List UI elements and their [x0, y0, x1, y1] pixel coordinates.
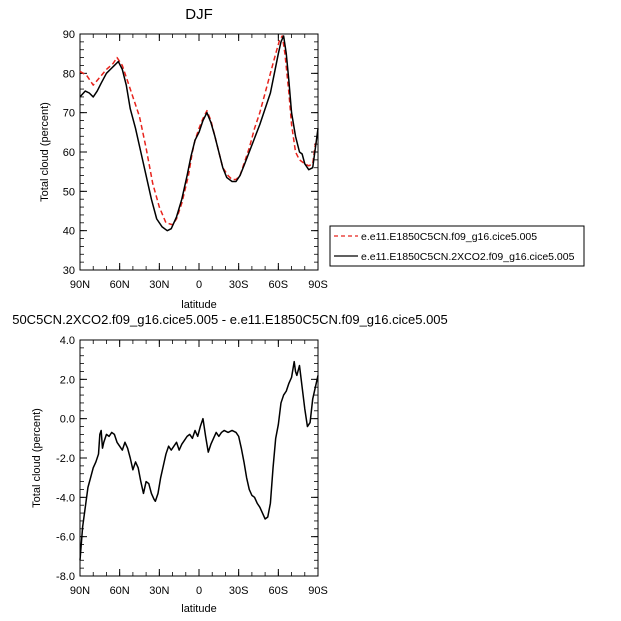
y-tick-label: -8.0 [56, 571, 75, 583]
x-tick-label: 60S [269, 279, 289, 291]
series-line-0 [79, 360, 319, 561]
top-chart-y-tick-labels: 30 40 50 60 70 80 90 [63, 29, 75, 277]
bottom-chart-x-axis-label: latitude [181, 603, 216, 615]
top-chart-y-axis-label: Total cloud (percent) [39, 102, 51, 202]
bottom-chart: 50C5CN.2XCO2.f09_g16.cice5.005 - e.e11.E… [12, 312, 448, 615]
x-tick-label: 60N [110, 585, 130, 597]
y-tick-label: 2.0 [60, 374, 75, 386]
y-tick-label: 90 [63, 29, 75, 41]
x-tick-label: 90S [308, 585, 328, 597]
y-tick-label: 50 [63, 186, 75, 198]
y-tick-label: -4.0 [56, 492, 75, 504]
y-tick-label: -2.0 [56, 453, 75, 465]
x-tick-label: 30S [229, 279, 249, 291]
bottom-chart-y-tick-labels: -8.0 -6.0 -4.0 -2.0 0.0 2.0 4.0 [56, 335, 75, 583]
top-chart-series [79, 35, 319, 232]
y-tick-label: 60 [63, 147, 75, 159]
top-chart-plot-frame [79, 33, 319, 271]
top-chart-title: DJF [185, 6, 213, 23]
y-tick-label: 30 [63, 265, 75, 277]
series-line-1 [79, 35, 319, 232]
legend-label-control: e.e11.E1850C5CN.f09_g16.cice5.005 [361, 231, 537, 243]
bottom-chart-x-tick-labels: 90N 60N 30N 0 30S 60S 90S [70, 585, 328, 597]
bottom-chart-series [79, 360, 319, 561]
legend-box [329, 225, 585, 267]
top-chart: DJF 30 40 50 60 70 80 90 90N 60N 30N 0 30S 60S 90S l… [39, 6, 328, 311]
top-chart-ticks [79, 33, 319, 271]
bottom-chart-plot-frame [79, 339, 319, 577]
x-tick-label: 0 [196, 585, 202, 597]
x-tick-label: 90S [308, 279, 328, 291]
y-tick-label: 40 [63, 226, 75, 238]
y-tick-label: 0.0 [60, 414, 75, 426]
x-tick-label: 0 [196, 279, 202, 291]
x-tick-label: 30S [229, 585, 249, 597]
bottom-chart-title: 50C5CN.2XCO2.f09_g16.cice5.005 - e.e11.E… [12, 312, 448, 327]
y-tick-label: 4.0 [60, 335, 75, 347]
series-line-0 [79, 35, 319, 226]
top-chart-x-axis-label: latitude [181, 299, 216, 311]
x-tick-label: 90N [70, 585, 90, 597]
top-chart-x-tick-labels: 90N 60N 30N 0 30S 60S 90S [70, 279, 328, 291]
legend: e.e11.E1850C5CN.f09_g16.cice5.005 e.e11.… [329, 225, 585, 267]
x-tick-label: 30N [149, 279, 169, 291]
legend-label-2xco2: e.e11.E1850C5CN.2XCO2.f09_g16.cice5.005 [361, 251, 575, 263]
bottom-chart-ticks [79, 339, 319, 577]
y-tick-label: 80 [63, 68, 75, 80]
y-tick-label: 70 [63, 108, 75, 120]
x-tick-label: 90N [70, 279, 90, 291]
bottom-chart-y-axis-label: Total cloud (percent) [31, 408, 43, 508]
x-tick-label: 30N [149, 585, 169, 597]
y-tick-label: -6.0 [56, 532, 75, 544]
x-tick-label: 60S [269, 585, 289, 597]
x-tick-label: 60N [110, 279, 130, 291]
